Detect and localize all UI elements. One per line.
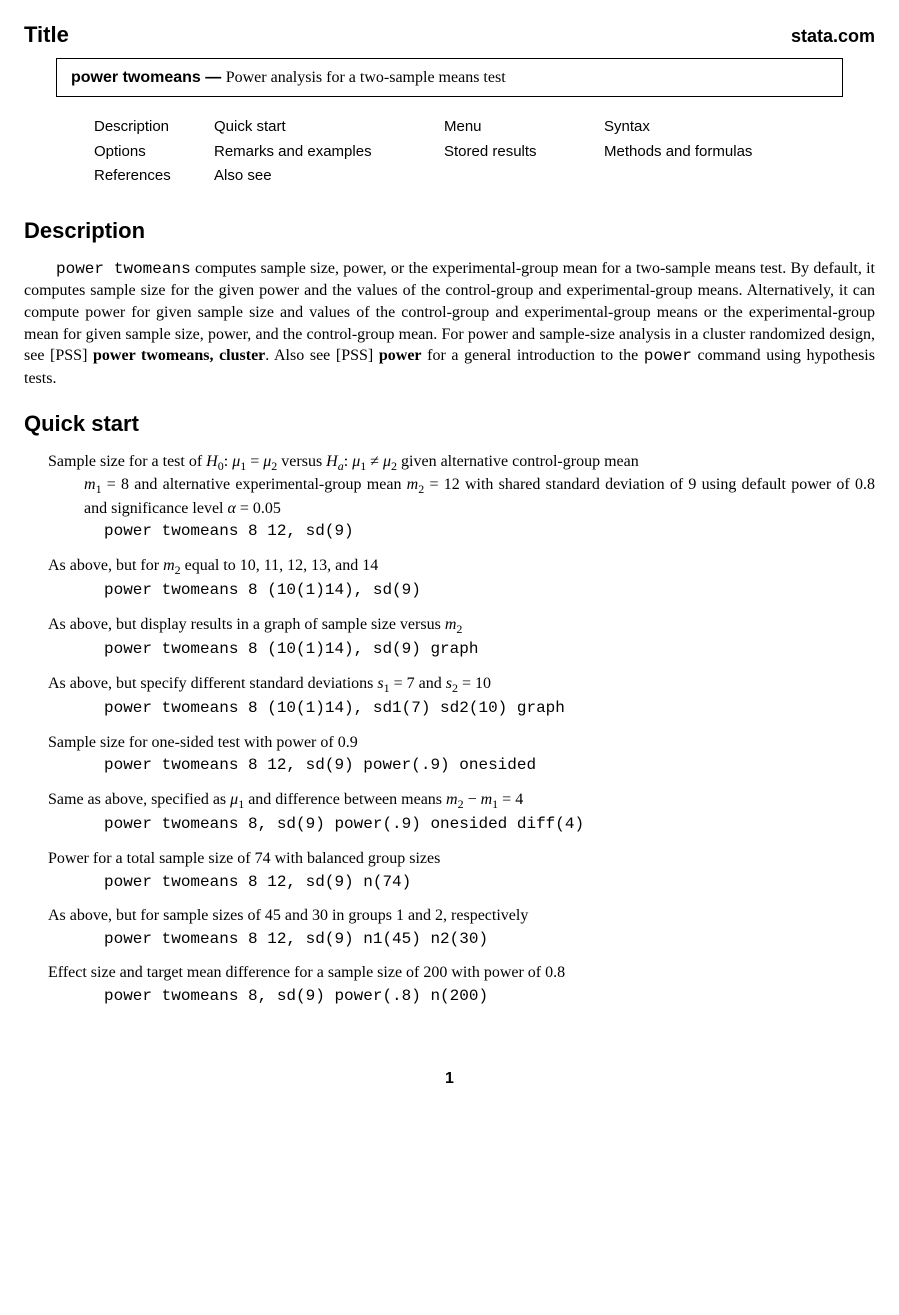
quick-start-item: As above, but display results in a graph… — [48, 614, 875, 661]
title-subtitle: Power analysis for a two-sample means te… — [226, 69, 506, 86]
section-heading-quick-start: Quick start — [24, 409, 875, 439]
code-line: power twomeans 8, sd(9) power(.9) onesid… — [104, 814, 875, 836]
toc-link-references[interactable]: References — [94, 164, 214, 188]
quick-start-desc: Sample size for a test of H0: μ1 = μ2 ve… — [48, 451, 875, 474]
toc-link-options[interactable]: Options — [94, 140, 214, 164]
toc-link-stored-results[interactable]: Stored results — [444, 140, 604, 164]
quick-start-item: As above, but for m2 equal to 10, 11, 12… — [48, 555, 875, 602]
quick-start-item: As above, but specify different standard… — [48, 673, 875, 720]
quick-start-desc: As above, but for m2 equal to 10, 11, 12… — [48, 555, 875, 578]
code-line: power twomeans 8 (10(1)14), sd1(7) sd2(1… — [104, 698, 875, 720]
toc-link-also-see[interactable]: Also see — [214, 164, 444, 188]
quick-start-item: Power for a total sample size of 74 with… — [48, 848, 875, 893]
quick-start-item: As above, but for sample sizes of 45 and… — [48, 905, 875, 950]
code-line: power twomeans 8 (10(1)14), sd(9) graph — [104, 639, 875, 661]
title-command: power twomeans — [71, 69, 201, 86]
toc-link-description[interactable]: Description — [94, 115, 214, 139]
quick-start-desc: As above, but for sample sizes of 45 and… — [48, 905, 875, 927]
quick-start-item: Same as above, specified as μ1 and diffe… — [48, 789, 875, 836]
table-of-contents: Description Quick start Menu Syntax Opti… — [94, 115, 835, 188]
code-line: power twomeans 8 12, sd(9) n(74) — [104, 872, 875, 894]
toc-link-syntax[interactable]: Syntax — [604, 115, 650, 139]
quick-start-desc: Sample size for one-sided test with powe… — [48, 732, 875, 754]
title-separator: — — [201, 69, 226, 86]
toc-link-menu[interactable]: Menu — [444, 115, 604, 139]
code-line: power twomeans 8 12, sd(9) — [104, 521, 875, 543]
quick-start-desc: Effect size and target mean difference f… — [48, 962, 875, 984]
header-brand: stata.com — [791, 24, 875, 48]
page-number: 1 — [24, 1068, 875, 1090]
quick-start-item: Sample size for one-sided test with powe… — [48, 732, 875, 777]
section-heading-description: Description — [24, 216, 875, 246]
quick-start-desc: Power for a total sample size of 74 with… — [48, 848, 875, 870]
quick-start-desc: As above, but specify different standard… — [48, 673, 875, 696]
page-header: Title stata.com — [24, 20, 875, 50]
quick-start-desc: As above, but display results in a graph… — [48, 614, 875, 637]
toc-row: Options Remarks and examples Stored resu… — [94, 140, 835, 164]
toc-row: References Also see — [94, 164, 835, 188]
description-paragraph: power twomeans computes sample size, pow… — [24, 258, 875, 390]
quick-start-desc: Same as above, specified as μ1 and diffe… — [48, 789, 875, 812]
code-line: power twomeans 8 12, sd(9) n1(45) n2(30) — [104, 929, 875, 951]
quick-start-item: Sample size for a test of H0: μ1 = μ2 ve… — [48, 451, 875, 543]
toc-link-remarks[interactable]: Remarks and examples — [214, 140, 444, 164]
toc-row: Description Quick start Menu Syntax — [94, 115, 835, 139]
toc-link-methods[interactable]: Methods and formulas — [604, 140, 752, 164]
cmd-power-twomeans: power twomeans — [56, 260, 191, 278]
header-title: Title — [24, 20, 69, 50]
code-line: power twomeans 8 (10(1)14), sd(9) — [104, 580, 875, 602]
code-line: power twomeans 8, sd(9) power(.8) n(200) — [104, 986, 875, 1008]
toc-link-quick-start[interactable]: Quick start — [214, 115, 444, 139]
code-line: power twomeans 8 12, sd(9) power(.9) one… — [104, 755, 875, 777]
quick-start-item: Effect size and target mean difference f… — [48, 962, 875, 1007]
title-box: power twomeans — Power analysis for a tw… — [56, 58, 843, 98]
